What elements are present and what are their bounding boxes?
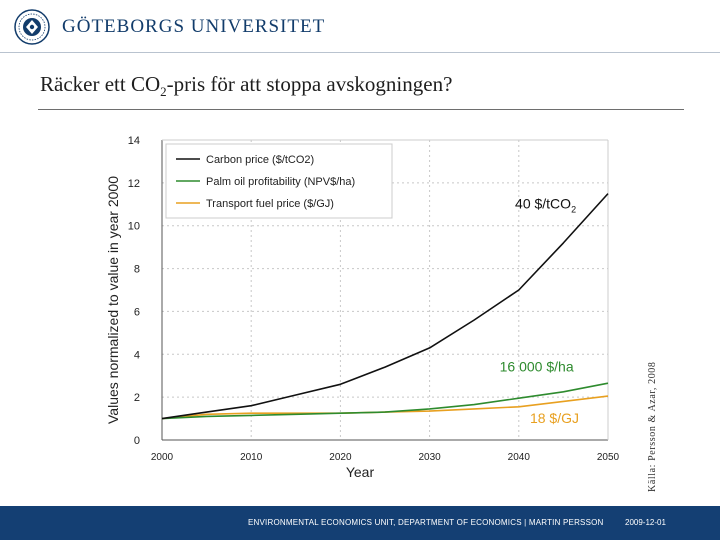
footer: ENVIRONMENTAL ECONOMICS UNIT, DEPARTMENT…	[0, 506, 720, 540]
y-axis-title: Values normalized to value in year 2000	[105, 176, 121, 424]
legend-label: Palm oil profitability (NPV$/ha)	[206, 176, 355, 188]
y-tick-label: 0	[134, 435, 140, 447]
x-tick-label: 2040	[508, 452, 531, 463]
y-tick-label: 10	[128, 221, 140, 233]
title-divider	[38, 109, 684, 110]
header-divider	[0, 52, 720, 53]
x-tick-label: 2010	[240, 452, 263, 463]
x-tick-label: 2050	[597, 452, 620, 463]
y-tick-label: 2	[134, 392, 140, 404]
legend-label: Carbon price ($/tCO2)	[206, 154, 314, 166]
y-tick-label: 8	[134, 264, 140, 276]
annotation-label: 18 $/GJ	[530, 410, 579, 426]
footer-date: 2009-12-01	[625, 518, 666, 527]
y-tick-label: 14	[128, 135, 140, 147]
x-axis-title: Year	[346, 464, 375, 480]
annotation-label: 16 000 $/ha	[500, 358, 574, 374]
university-seal-icon	[14, 9, 50, 45]
x-tick-label: 2030	[418, 452, 441, 463]
x-tick-label: 2020	[329, 452, 352, 463]
y-tick-label: 12	[128, 178, 140, 190]
series-line-0	[161, 193, 609, 420]
legend-box	[165, 143, 393, 219]
chart-legend: Carbon price ($/tCO2) Palm oil profitabil…	[165, 143, 393, 219]
header: GÖTEBORGS UNIVERSITET	[0, 0, 720, 52]
line-chart: 0 2 4 6 8 10 12 14 2000 2010 2020 2030 2040 2050 Year V…	[105, 135, 620, 480]
x-tick-label: 2000	[151, 452, 174, 463]
y-tick-label: 6	[134, 306, 140, 318]
slide-title: Räcker ett CO2-pris för att stoppa avsko…	[40, 72, 453, 100]
source-note: Källa: Persson & Azar, 2008	[647, 361, 658, 492]
annotation-label: 40 $/tCO2	[515, 196, 576, 215]
org-name: GÖTEBORGS UNIVERSITET	[62, 16, 326, 37]
footer-text: ENVIRONMENTAL ECONOMICS UNIT, DEPARTMENT…	[248, 518, 604, 527]
legend-label: Transport fuel price ($/GJ)	[206, 198, 334, 210]
y-tick-label: 4	[134, 349, 140, 361]
series-line-1	[161, 382, 609, 420]
